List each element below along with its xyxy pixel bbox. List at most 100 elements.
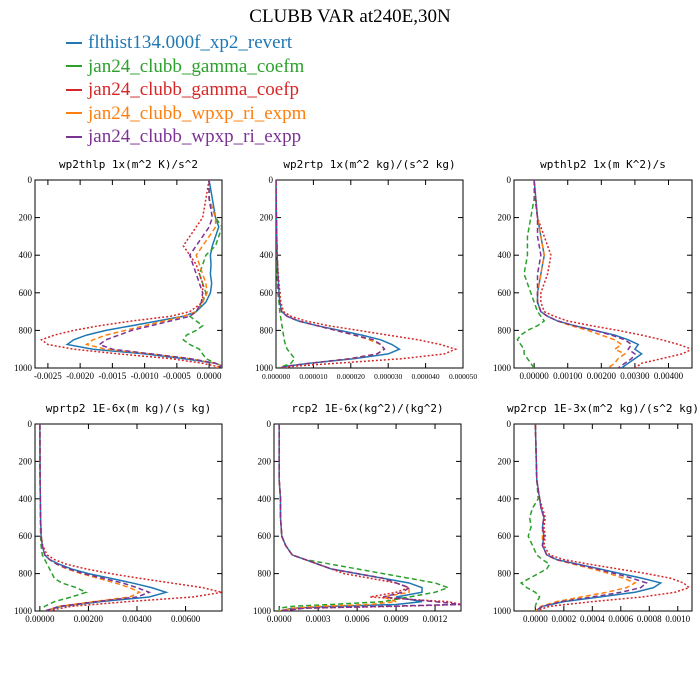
x-tick-label: 0.0002 (551, 614, 576, 624)
legend-label: jan24_clubb_gamma_coefm (88, 55, 305, 77)
series-line (534, 424, 663, 611)
legend-label: jan24_clubb_wpxp_ri_expm (88, 102, 307, 124)
series-line (39, 180, 222, 368)
y-tick-label: 800 (258, 569, 272, 579)
y-tick-label: 200 (498, 456, 512, 466)
y-tick-label: 1000 (253, 606, 272, 616)
series-line (516, 180, 546, 368)
x-tick-label: 0.0000 (267, 614, 292, 624)
panel-title: wp2rcp 1E-3x(m^2 kg)/(s^2 kg) (507, 402, 699, 415)
panel-1: wp2thlp 1x(m^2 K)/s^202004006008001000-0… (14, 158, 223, 381)
y-tick-label: 0 (507, 175, 512, 185)
y-tick-label: 800 (498, 325, 512, 335)
x-tick-label: -0.0015 (99, 371, 127, 381)
x-tick-label: -0.0025 (34, 371, 62, 381)
x-tick-label: 0.0010 (665, 614, 690, 624)
series-line (533, 180, 643, 368)
panel-3: wpthlp2 1x(m K^2)/s 0 200 400 600 800 1000 0.00… (493, 158, 693, 381)
series-line (39, 424, 222, 611)
y-tick-label: 1000 (493, 363, 512, 373)
x-tick-label: 0.000030 (374, 372, 402, 381)
y-tick-label: 800 (19, 569, 33, 579)
y-tick-label: 0 (28, 419, 33, 429)
series-line (97, 180, 222, 368)
y-tick-label: 800 (260, 325, 274, 335)
x-tick-label: -0.0010 (131, 371, 159, 381)
legend-label: jan24_clubb_wpxp_ri_expp (88, 126, 302, 147)
series-line (534, 424, 648, 611)
x-tick-label: 0.00200 (74, 614, 104, 624)
y-tick-label: 400 (498, 494, 512, 504)
panel-title: wp2rtp 1x(m^2 kg)/(s^2 kg) (283, 158, 455, 171)
series-line (278, 424, 461, 611)
legend-swatch (66, 41, 82, 44)
series-line (276, 180, 386, 368)
x-tick-label: -0.0005 (163, 371, 191, 381)
x-tick-label: 0.0003 (306, 614, 331, 624)
series-line (39, 424, 89, 611)
panel-title: wpthlp2 1x(m K^2)/s (540, 158, 666, 171)
y-tick-label: 400 (260, 250, 274, 260)
series-line (276, 180, 402, 368)
legend-swatch (66, 135, 82, 138)
x-tick-label: 0.00000 (520, 371, 550, 381)
panel-2: wp2rtp 1x(m^2 kg)/(s^2 kg) 0 200 400 600 800 1… (255, 158, 477, 381)
y-tick-label: 200 (19, 213, 33, 223)
series-line (276, 180, 296, 368)
plot-frame (34, 423, 223, 612)
x-tick-label: 0.0008 (637, 614, 662, 624)
y-tick-label: 0 (267, 419, 272, 429)
plot-frame (275, 179, 464, 369)
y-tick-label: 600 (498, 531, 512, 541)
x-tick-label: 0.00400 (654, 371, 684, 381)
x-tick-label: 0.0009 (384, 614, 409, 624)
y-tick-label: 200 (258, 456, 272, 466)
series-line (276, 180, 458, 368)
y-tick-label: 800 (19, 325, 33, 335)
series-line (182, 180, 222, 368)
legend-label: flthist134.000f_xp2_revert (88, 32, 293, 53)
series-line (39, 424, 169, 611)
series-line (278, 424, 451, 611)
x-tick-label: 0.000010 (299, 372, 327, 381)
x-tick-label: 0.0006 (608, 614, 633, 624)
x-tick-label: 0.00000 (25, 614, 55, 624)
panel-5: rcp2 1E-6x(kg^2)/(kg^2) 0 200 400 600 800 1000… (253, 402, 462, 624)
y-tick-label: 600 (19, 288, 33, 298)
y-tick-label: 400 (19, 494, 33, 504)
x-tick-label: 0.00300 (620, 371, 650, 381)
plot-frame (513, 179, 693, 369)
series-line (534, 424, 637, 611)
legend-label: jan24_clubb_gamma_coefp (88, 79, 300, 100)
legend: flthist134.000f_xp2_revert jan24_clubb_g… (66, 31, 306, 149)
legend-item: jan24_clubb_wpxp_ri_expp (66, 125, 306, 149)
series-line (534, 424, 691, 611)
panel-title: wprtp2 1E-6x(m kg)/(s kg) (46, 402, 212, 415)
series-line (65, 180, 222, 368)
x-tick-label: 0.00600 (171, 614, 201, 624)
x-tick-label: 0.0012 (423, 614, 448, 624)
y-tick-label: 400 (258, 494, 272, 504)
series-line (278, 424, 461, 611)
y-tick-label: 1000 (493, 606, 512, 616)
x-tick-label: 0.000020 (337, 372, 365, 381)
x-tick-label: 0.0000 (523, 614, 548, 624)
y-tick-label: 1000 (255, 363, 274, 373)
y-tick-label: 600 (258, 531, 272, 541)
series-line (276, 180, 386, 368)
plot-frame (273, 423, 462, 612)
y-tick-label: 600 (260, 288, 274, 298)
y-tick-label: 1000 (14, 606, 33, 616)
y-tick-label: 200 (498, 213, 512, 223)
series-line (519, 424, 551, 611)
panel-6: wp2rcp 1E-3x(m^2 kg)/(s^2 kg) 0 200 400 600 8… (493, 402, 699, 624)
x-tick-label: 0.00100 (553, 371, 583, 381)
series-line (278, 424, 410, 611)
x-tick-label: 0.0004 (580, 614, 605, 624)
legend-item: jan24_clubb_gamma_coefp (66, 78, 306, 102)
y-tick-label: 0 (269, 175, 274, 185)
x-tick-label: 0.000040 (412, 372, 440, 381)
plot-frame (34, 179, 223, 369)
legend-swatch (66, 112, 82, 115)
